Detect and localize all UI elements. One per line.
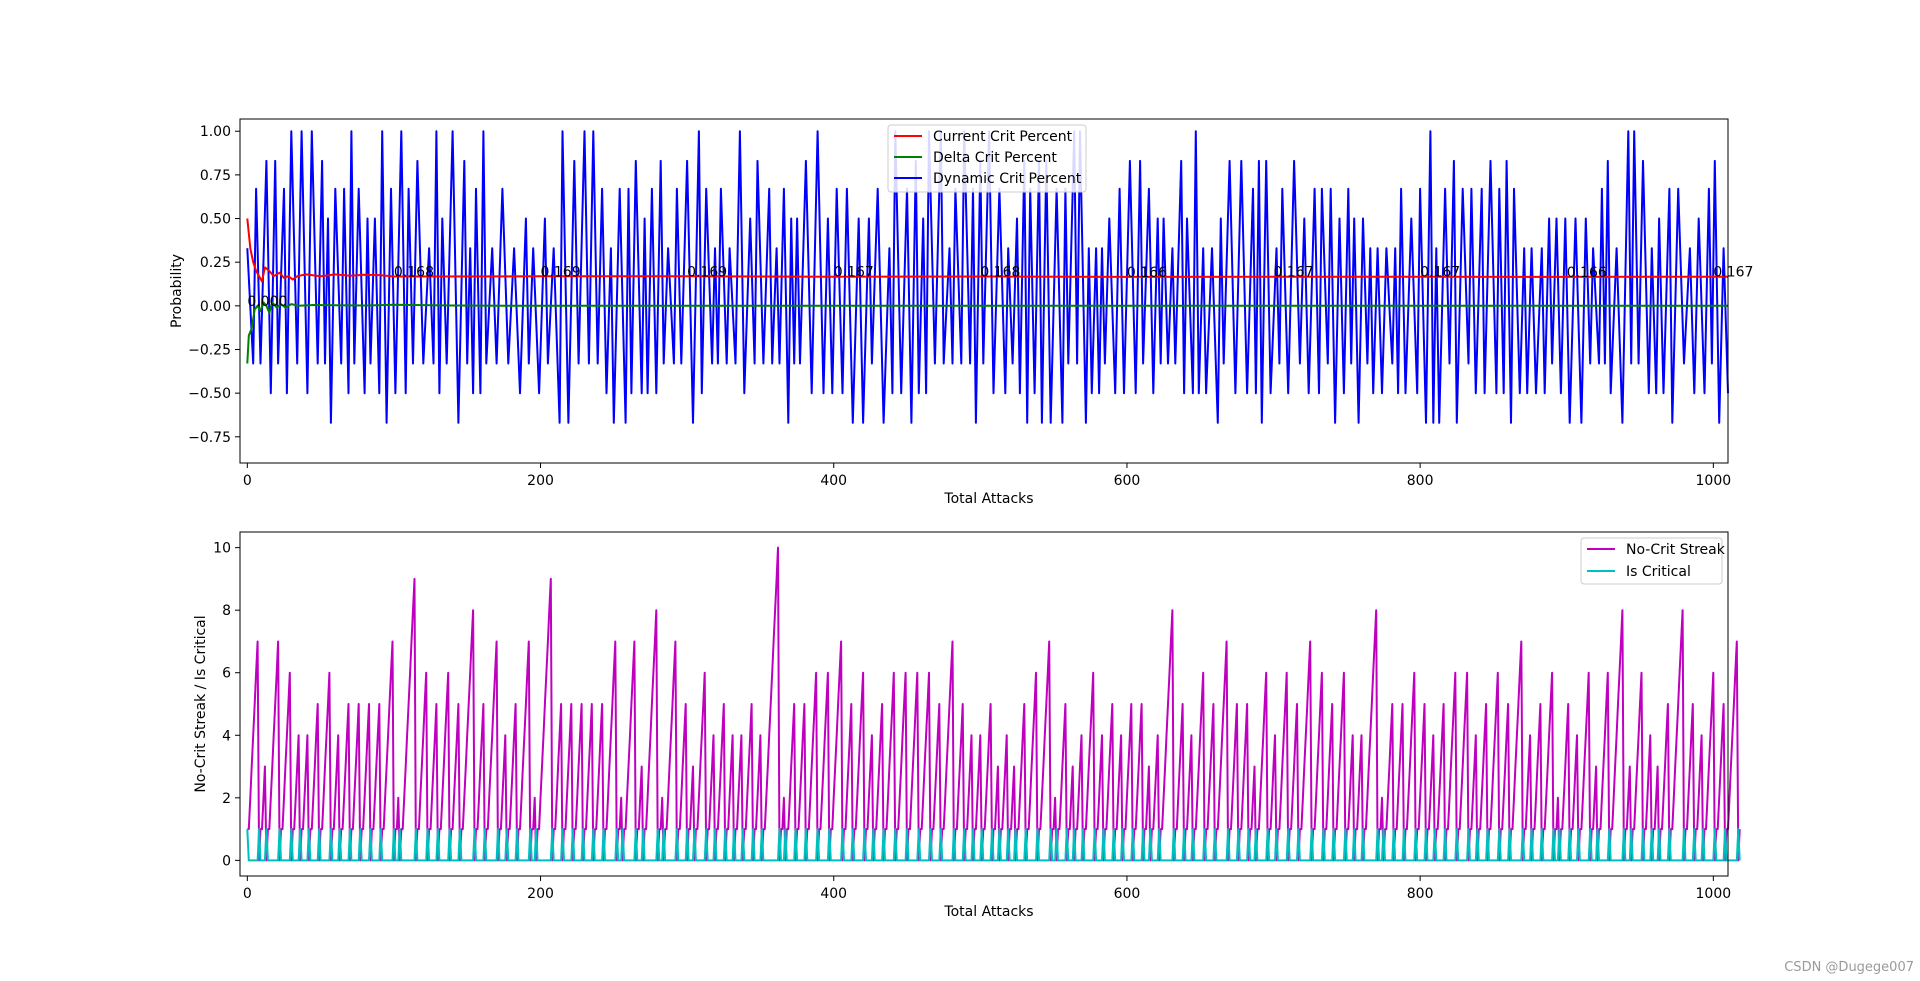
probability-legend-box <box>887 124 1087 193</box>
probability-legend: Current Crit Percent Delta Crit Percent … <box>887 124 1087 193</box>
probability-x-tick-label: 200 <box>527 473 554 489</box>
streak-x-tick-label: 600 <box>1114 886 1141 902</box>
no-crit-streak-line <box>247 546 1741 862</box>
streak-legend-box <box>1580 537 1723 585</box>
probability-y-tick-label: −0.50 <box>188 386 231 402</box>
probability-y-tick-label: 0.25 <box>200 255 231 271</box>
probability-annotation: 0.166 <box>1127 265 1167 281</box>
probability-series-lines <box>246 130 1729 424</box>
probability-y-tick-label: 0.75 <box>200 168 231 184</box>
probability-annotation: 0.168 <box>980 265 1020 281</box>
probability-axes-frame <box>239 118 1729 464</box>
streak-y-tick-label: 6 <box>222 666 231 682</box>
legend-label-no-crit-streak: No-Crit Streak <box>1626 542 1726 558</box>
is-critical-line <box>246 828 1741 862</box>
probability-y-ticks: −0.75 −0.50 −0.25 0.00 0.25 0.50 0.75 1.00 <box>188 124 240 446</box>
streak-y-tick-label: 10 <box>213 541 231 557</box>
probability-x-tick-label: 800 <box>1407 473 1434 489</box>
probability-annotation: 0.167 <box>1420 265 1460 281</box>
probability-annotation: 0.167 <box>834 265 874 281</box>
probability-x-ticks: 0 200 400 600 800 1000 <box>243 463 1731 489</box>
legend-label-current-crit: Current Crit Percent <box>933 129 1073 145</box>
probability-annotation: 0.169 <box>541 264 581 280</box>
probability-x-tick-label: 600 <box>1114 473 1141 489</box>
probability-annotation: 0.167 <box>1713 265 1753 281</box>
streak-y-tick-label: 2 <box>222 791 231 807</box>
streak-legend: No-Crit Streak Is Critical <box>1580 537 1726 585</box>
current-crit-line <box>246 218 1729 283</box>
probability-x-tick-label: 400 <box>820 473 847 489</box>
probability-x-axis-label: Total Attacks <box>943 491 1033 507</box>
streak-series-lines <box>246 546 1741 862</box>
streak-axes-frame <box>239 531 1729 877</box>
streak-x-axis-label: Total Attacks <box>943 904 1033 920</box>
probability-annotation: 0.166 <box>1567 265 1607 281</box>
streak-y-ticks: 0 2 4 6 8 10 <box>213 541 240 869</box>
streak-y-tick-label: 0 <box>222 853 231 869</box>
probability-annotation: 0.000 <box>247 294 287 310</box>
streak-x-tick-label: 400 <box>820 886 847 902</box>
probability-x-tick-label: 0 <box>243 473 252 489</box>
probability-y-axis-label: Probability <box>169 254 185 328</box>
streak-x-ticks: 0 200 400 600 800 1000 <box>243 876 1731 902</box>
delta-crit-line <box>246 301 1728 364</box>
probability-y-tick-label: 0.00 <box>200 299 231 315</box>
dynamic-crit-line <box>246 130 1729 424</box>
probability-annotation: 0.169 <box>687 264 727 280</box>
streak-x-tick-label: 0 <box>243 886 252 902</box>
legend-label-dynamic-crit: Dynamic Crit Percent <box>933 171 1082 187</box>
probability-y-tick-label: 1.00 <box>200 124 231 140</box>
probability-y-tick-label: −0.25 <box>188 342 231 358</box>
probability-y-tick-label: −0.75 <box>188 430 231 446</box>
streak-y-tick-label: 4 <box>222 728 231 744</box>
watermark: CSDN @Dugege007 <box>1784 960 1914 975</box>
streak-x-tick-label: 800 <box>1407 886 1434 902</box>
streak-x-tick-label: 200 <box>527 886 554 902</box>
streak-x-tick-label: 1000 <box>1696 886 1732 902</box>
probability-annotations: 0.000 0.168 0.169 0.169 0.167 0.168 0.166 0.167… <box>247 264 1753 310</box>
probability-annotation: 0.167 <box>1274 265 1314 281</box>
streak-y-tick-label: 8 <box>222 603 231 619</box>
legend-label-delta-crit: Delta Crit Percent <box>933 150 1057 166</box>
streak-y-axis-label: No-Crit Streak / Is Critical <box>193 615 209 792</box>
probability-y-tick-label: 0.50 <box>200 212 231 228</box>
probability-x-tick-label: 1000 <box>1696 473 1732 489</box>
probability-annotation: 0.168 <box>394 265 434 281</box>
legend-label-is-critical: Is Critical <box>1626 564 1691 580</box>
